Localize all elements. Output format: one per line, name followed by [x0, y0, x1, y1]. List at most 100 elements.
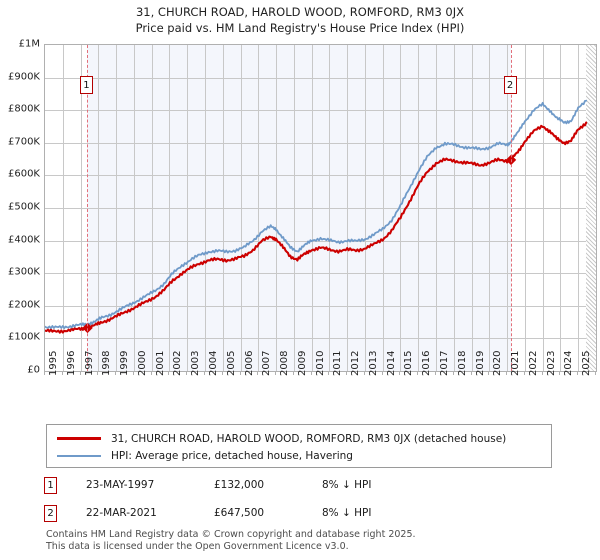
x-axis-tick-label: 2002 — [172, 350, 184, 376]
x-axis-tick-label: 2020 — [492, 350, 504, 376]
footer-line-2: This data is licensed under the Open Gov… — [46, 540, 349, 552]
transaction-price: £132,000 — [214, 479, 265, 491]
x-axis-tickmark — [133, 371, 134, 375]
transaction-date: 23-MAY-1997 — [86, 479, 155, 491]
legend-item-property: 31, CHURCH ROAD, HAROLD WOOD, ROMFORD, R… — [47, 430, 551, 447]
gridline-vertical — [489, 45, 490, 371]
x-axis-tickmark — [524, 371, 525, 375]
x-axis-tickmark — [506, 371, 507, 375]
x-axis-tickmark — [488, 371, 489, 375]
gridline-vertical — [258, 45, 259, 371]
x-axis-tick-label: 2015 — [403, 350, 415, 376]
gridline-horizontal — [45, 110, 596, 111]
transaction-hpi-delta: 8% ↓ HPI — [322, 479, 372, 491]
x-axis-tick-label: 2009 — [296, 350, 308, 376]
x-axis-tickmark — [453, 371, 454, 375]
transaction-date: 22-MAR-2021 — [86, 507, 157, 519]
page-title: 31, CHURCH ROAD, HAROLD WOOD, ROMFORD, R… — [135, 5, 465, 19]
y-axis-tick-label: £800K — [7, 103, 40, 115]
x-axis-tick-label: 1998 — [101, 350, 113, 376]
footer-line-1: Contains HM Land Registry data © Crown c… — [46, 529, 416, 540]
x-axis-tick-label: 2003 — [190, 350, 202, 376]
gridline-vertical — [312, 45, 313, 371]
x-axis-tick-label: 2024 — [563, 350, 575, 376]
x-axis-tickmark — [542, 371, 543, 375]
x-axis-tick-label: 1999 — [119, 350, 131, 376]
legend-swatch-hpi — [57, 454, 101, 457]
hatched-future-region — [586, 45, 596, 371]
gridline-vertical — [81, 45, 82, 371]
gridline-vertical — [400, 45, 401, 371]
x-axis-tickmark — [80, 371, 81, 375]
sale-event-badge: 2 — [503, 76, 517, 94]
chart-title-block: 31, CHURCH ROAD, HAROLD WOOD, ROMFORD, R… — [0, 4, 600, 36]
x-axis-tickmark — [595, 371, 596, 375]
x-axis-tick-label: 2007 — [261, 350, 273, 376]
x-axis-tickmark — [275, 371, 276, 375]
x-axis-tick-label: 2004 — [207, 350, 219, 376]
x-axis-tick-label: 2005 — [225, 350, 237, 376]
x-axis-tick-label: 2025 — [581, 350, 593, 376]
gridline-vertical — [169, 45, 170, 371]
gridline-vertical — [329, 45, 330, 371]
x-axis-tick-label: 1997 — [83, 350, 95, 376]
y-axis-tick-label: £900K — [7, 71, 40, 83]
x-axis-tick-label: 2023 — [545, 350, 557, 376]
x-axis-tick-label: 2017 — [439, 350, 451, 376]
series-line-hpi — [45, 99, 588, 330]
x-axis-tickmark — [204, 371, 205, 375]
x-axis-tickmark — [151, 371, 152, 375]
y-axis-tick-label: £600K — [7, 168, 40, 180]
gridline-vertical — [436, 45, 437, 371]
sale-event-vline — [87, 45, 89, 371]
x-axis-tick-label: 2014 — [385, 350, 397, 376]
gridline-vertical — [525, 45, 526, 371]
legend-label-hpi: HPI: Average price, detached house, Have… — [111, 449, 353, 462]
x-axis-tick-label: 2022 — [527, 350, 539, 376]
gridline-horizontal — [45, 306, 596, 307]
x-axis-tick-label: 2006 — [243, 350, 255, 376]
x-axis-tick-label: 2001 — [154, 350, 166, 376]
x-axis-tick-label: 2010 — [314, 350, 326, 376]
x-axis-tickmark — [44, 371, 45, 375]
gridline-horizontal — [45, 78, 596, 79]
gridline-vertical — [383, 45, 384, 371]
x-axis-tickmark — [435, 371, 436, 375]
x-axis-tickmark — [328, 371, 329, 375]
x-axis-tickmark — [399, 371, 400, 375]
gridline-vertical — [418, 45, 419, 371]
gridline-vertical — [223, 45, 224, 371]
chart-legend: 31, CHURCH ROAD, HAROLD WOOD, ROMFORD, R… — [46, 424, 552, 468]
legend-swatch-property — [57, 437, 101, 440]
gridline-vertical — [560, 45, 561, 371]
x-axis-tickmark — [311, 371, 312, 375]
gridline-vertical — [134, 45, 135, 371]
x-axis-tick-label: 2018 — [456, 350, 468, 376]
x-axis-tickmark — [240, 371, 241, 375]
gridline-vertical — [205, 45, 206, 371]
table-row: 1 23-MAY-1997 £132,000 8% ↓ HPI — [44, 474, 514, 496]
gridline-vertical — [152, 45, 153, 371]
x-axis-tick-label: 2000 — [136, 350, 148, 376]
page-subtitle: Price paid vs. HM Land Registry's House … — [135, 21, 465, 35]
x-axis-tick-label: 2019 — [474, 350, 486, 376]
x-axis-tickmark — [62, 371, 63, 375]
x-axis-tickmark — [364, 371, 365, 375]
sale-event-vline — [511, 45, 513, 371]
gridline-horizontal — [45, 143, 596, 144]
table-row: 2 22-MAR-2021 £647,500 8% ↓ HPI — [44, 502, 514, 524]
x-axis-tickmark — [222, 371, 223, 375]
x-axis-tickmark — [417, 371, 418, 375]
y-axis-tick-label: £400K — [7, 234, 40, 246]
x-axis-tick-label: 2012 — [350, 350, 362, 376]
gridline-vertical — [276, 45, 277, 371]
y-axis-tick-label: £0 — [27, 364, 40, 376]
gridline-horizontal — [45, 208, 596, 209]
x-axis-tick-label: 1995 — [48, 350, 59, 376]
gridline-vertical — [98, 45, 99, 371]
gridline-vertical — [294, 45, 295, 371]
gridline-vertical — [472, 45, 473, 371]
y-axis-labels: £0 £100K £200K £300K £400K £500K £600K £700K £80… — [0, 0, 44, 560]
x-axis-tick-label: 2013 — [367, 350, 379, 376]
